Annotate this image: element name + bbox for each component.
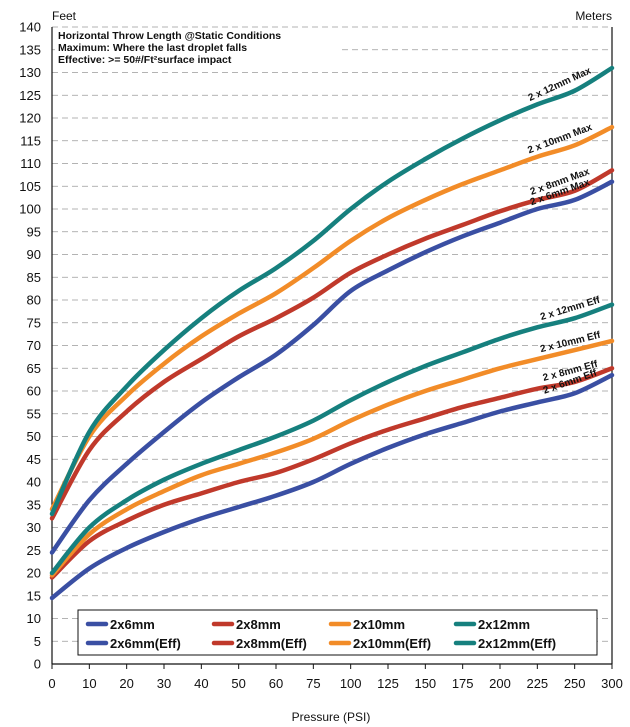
y-tick-label: 60	[27, 384, 41, 399]
note-line-1: Horizontal Throw Length @Static Conditio…	[58, 30, 281, 42]
series-line-2x10mm-eff-	[49, 338, 615, 578]
y-unit-left: Feet	[52, 9, 77, 23]
y-tick-label: 35	[27, 497, 41, 512]
legend-label: 2x8mm(Eff)	[236, 636, 307, 651]
legend-box	[77, 609, 598, 656]
y-tick-label: 45	[27, 452, 41, 467]
series-line-2x6mm-eff-	[49, 372, 615, 601]
y-tick-label: 50	[27, 429, 41, 444]
y-tick-label: 120	[19, 111, 41, 126]
legend-label: 2x6mm	[110, 617, 155, 632]
y-tick-label: 80	[27, 293, 41, 308]
series-line-2x6mm	[49, 179, 615, 555]
axes: 0 5 10 15 20 25 30 35 40 45 50 55 60 65 70 75 80 85 90 95 10…	[19, 20, 623, 692]
y-tick-label: 110	[20, 156, 41, 171]
y-tick-label: 15	[27, 588, 41, 603]
legend: 2x6mm 2x8mm 2x10mm 2x12mm 2x6mm(Eff) 2x8mm(Ef…	[77, 609, 598, 656]
x-tick-label: 125	[377, 676, 399, 691]
y-tick-label: 105	[19, 179, 41, 194]
x-tick-label: 200	[489, 676, 511, 691]
y-tick-label: 135	[19, 42, 41, 57]
y-tick-label: 25	[27, 543, 41, 558]
y-tick-label: 140	[19, 20, 41, 35]
y-tick-label: 95	[27, 224, 41, 239]
legend-label: 2x6mm(Eff)	[110, 636, 181, 651]
y-tick-label: 30	[27, 520, 41, 535]
y-tick-label: 55	[27, 406, 41, 421]
note-line-2: Maximum: Where the last droplet falls	[58, 42, 247, 54]
y-tick-label: 70	[27, 338, 41, 353]
series-line-2x12mm	[49, 65, 615, 517]
x-tick-label: 150	[414, 676, 436, 691]
y-tick-label: 115	[20, 133, 41, 148]
series-line-2x8mm-eff-	[49, 366, 615, 580]
x-tick-label: 20	[119, 676, 133, 691]
x-tick-label: 300	[601, 676, 623, 691]
series-line-2x10mm	[49, 124, 615, 512]
y-tick-label: 5	[34, 634, 41, 649]
x-tick-label: 60	[269, 676, 283, 691]
legend-label: 2x12mm(Eff)	[478, 636, 556, 651]
x-tick-label: 40	[194, 676, 208, 691]
y-tick-label: 125	[19, 88, 41, 103]
y-tick-label: 40	[27, 475, 41, 490]
series-lines	[49, 65, 615, 601]
legend-label: 2x12mm	[478, 617, 530, 632]
series-line-2x8mm	[49, 168, 615, 521]
y-unit-right: Meters	[575, 9, 612, 23]
legend-label: 2x10mm	[353, 617, 405, 632]
y-tick-label: 65	[27, 361, 41, 376]
y-tick-label: 0	[34, 657, 41, 672]
x-tick-label: 50	[231, 676, 245, 691]
y-tick-label: 85	[27, 270, 41, 285]
x-axis-label: Pressure (PSI)	[292, 710, 371, 724]
y-tick-label: 10	[27, 611, 41, 626]
x-tick-label: 75	[306, 676, 320, 691]
y-tick-label: 100	[19, 202, 41, 217]
x-tick-label: 175	[452, 676, 474, 691]
series-line-2x12mm-eff-	[49, 302, 615, 576]
note-line-3: Effective: >= 50#/Ft²surface impact	[58, 54, 232, 66]
y-tick-label: 75	[27, 315, 41, 330]
x-tick-label: 225	[526, 676, 548, 691]
x-tick-label: 250	[564, 676, 586, 691]
x-tick-label: 30	[157, 676, 171, 691]
legend-label: 2x8mm	[236, 617, 281, 632]
x-tick-label: 0	[48, 676, 55, 691]
x-tick-label: 10	[82, 676, 96, 691]
y-tick-label: 20	[27, 566, 41, 581]
y-tick-label: 130	[19, 65, 41, 80]
y-tick-label: 90	[27, 247, 41, 262]
legend-label: 2x10mm(Eff)	[353, 636, 431, 651]
notes-box	[55, 29, 340, 67]
x-tick-label: 100	[340, 676, 362, 691]
